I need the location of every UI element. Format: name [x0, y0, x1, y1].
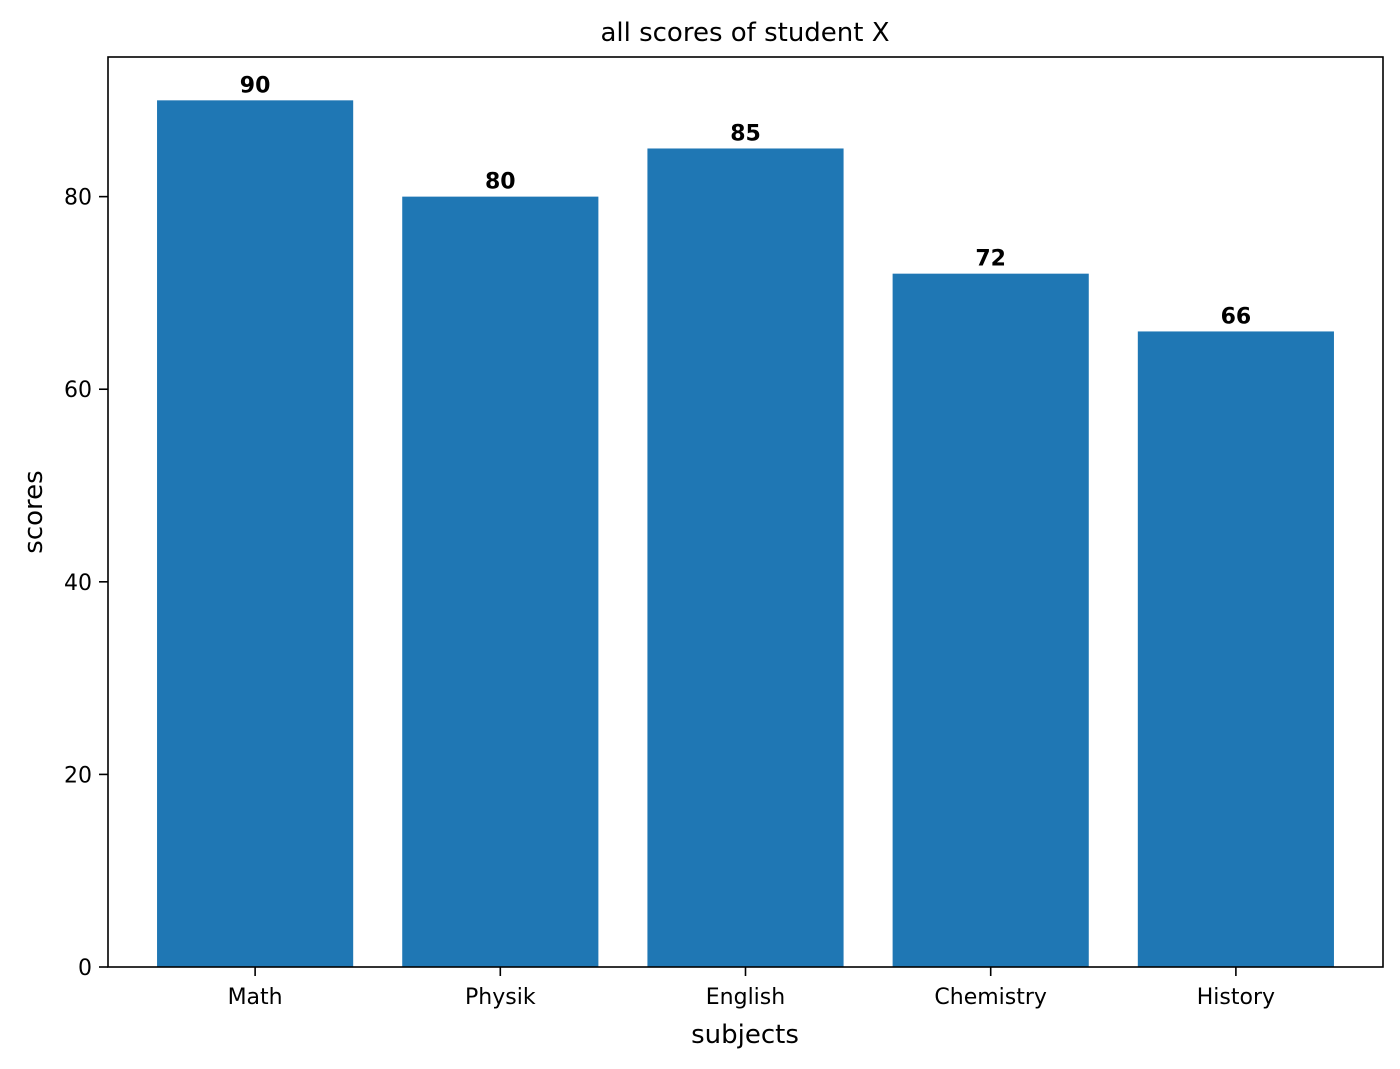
bar-value-labels: 90 80 85 72 66	[240, 73, 1251, 329]
x-axis-label: subjects	[691, 1020, 799, 1050]
y-tick-label: 80	[64, 186, 92, 211]
chart-title: all scores of student X	[600, 18, 889, 48]
bar-english	[647, 148, 844, 968]
bar-value-label: 85	[730, 121, 761, 146]
y-tick-label: 20	[64, 763, 92, 788]
bar-history	[1137, 331, 1334, 967]
y-tick-label: 40	[64, 571, 92, 596]
x-tick-label: Physik	[465, 985, 536, 1010]
x-tick-label: Chemistry	[934, 985, 1047, 1010]
y-tick-label: 0	[78, 956, 92, 981]
y-axis-ticks: 0 20 40 60 80	[64, 186, 108, 981]
bar-chemistry	[892, 273, 1089, 968]
x-axis-ticks: Math Physik English Chemistry History	[228, 967, 1275, 1010]
bar-physik	[402, 196, 599, 967]
bar-value-label: 90	[240, 73, 271, 98]
bar-value-label: 80	[485, 170, 516, 195]
y-tick-label: 60	[64, 378, 92, 403]
bar-math	[157, 100, 354, 968]
bar-value-label: 72	[975, 247, 1006, 272]
x-tick-label: History	[1197, 985, 1275, 1010]
y-axis-label: scores	[19, 470, 49, 553]
bar-value-label: 66	[1221, 304, 1252, 329]
x-tick-label: English	[706, 985, 785, 1010]
bars-group	[157, 100, 1334, 968]
x-tick-label: Math	[228, 985, 283, 1010]
